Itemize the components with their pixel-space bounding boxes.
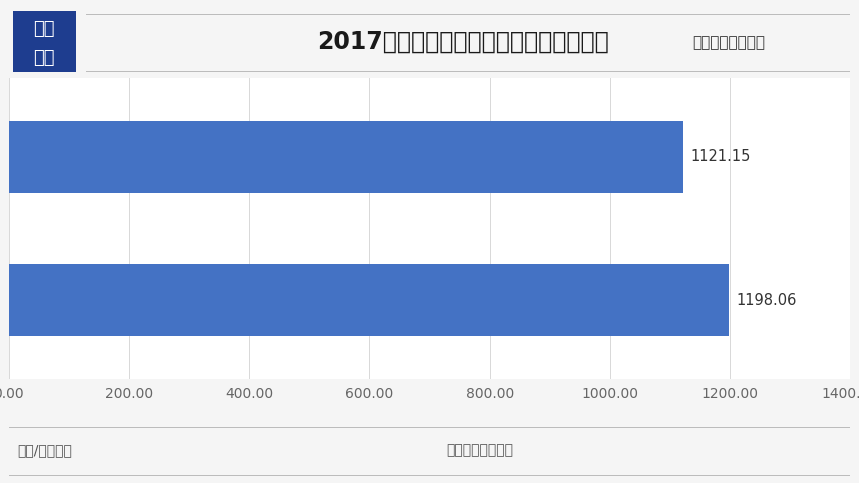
Text: 頭條: 頭條 [34, 49, 55, 67]
Text: （单位：万千升）: （单位：万千升） [691, 35, 765, 51]
Text: 1121.15: 1121.15 [690, 149, 750, 164]
Text: 1198.06: 1198.06 [736, 293, 796, 308]
Text: 来源：国家统计局: 来源：国家统计局 [447, 443, 514, 457]
Text: 2017年全国规模以上白酒企业酿酒总产量: 2017年全国规模以上白酒企业酿酒总产量 [317, 29, 609, 54]
Bar [9, 264, 729, 336]
Text: 云酒: 云酒 [34, 20, 55, 38]
FancyBboxPatch shape [13, 11, 76, 72]
Text: 制图/云酒头条: 制图/云酒头条 [17, 443, 72, 457]
Bar [9, 121, 683, 193]
